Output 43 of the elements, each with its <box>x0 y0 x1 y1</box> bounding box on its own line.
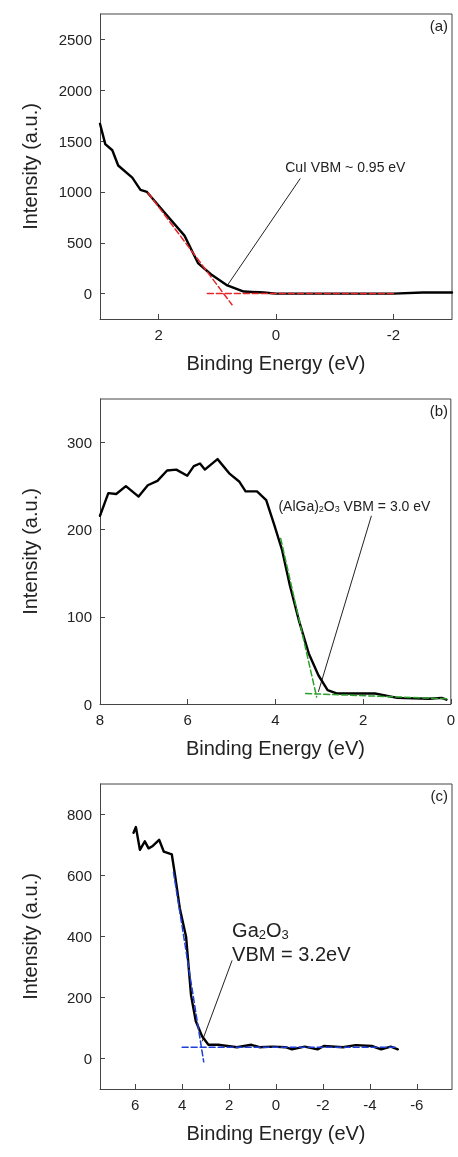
y-tick-label: 600 <box>66 867 92 884</box>
line-series <box>98 457 448 701</box>
x-tick-label: 0 <box>446 711 455 728</box>
y-tick-label: 1500 <box>58 132 92 150</box>
x-tick-label: 2 <box>154 326 163 343</box>
x-tick-label: 6 <box>131 1096 140 1113</box>
y-tick-label: 0 <box>83 695 92 713</box>
x-tick-label: 2 <box>358 711 368 728</box>
x-tick-label: -2 <box>316 1096 330 1113</box>
x-tick-label: 8 <box>95 711 105 728</box>
line-series <box>132 825 399 1051</box>
y-tick-label: 1000 <box>58 183 92 201</box>
x-tick-label: 6 <box>183 711 192 728</box>
y-tick-label: 200 <box>66 989 92 1006</box>
y-tick-label: 0 <box>83 1050 92 1067</box>
y-axis-title: Intensity (a.u.) <box>19 873 41 1000</box>
y-tick-label: 800 <box>66 806 92 823</box>
y-tick-label: 300 <box>66 434 92 452</box>
x-tick-label: 0 <box>271 1096 281 1113</box>
y-tick-label: 500 <box>66 234 92 252</box>
y-tick-label: 2500 <box>58 30 92 48</box>
x-axis-title: Binding Energy (eV) <box>186 1122 366 1144</box>
x-tick-label: -6 <box>410 1096 424 1113</box>
y-axis-title: Intensity (a.u.) <box>19 488 41 615</box>
x-tick-label: 0 <box>271 326 281 343</box>
annotation: CuI VBM ~ 0.95 eV <box>285 159 407 176</box>
x-tick-label: 2 <box>224 1096 234 1113</box>
annotation: (b) <box>429 402 449 419</box>
x-tick-label: 4 <box>177 1096 187 1113</box>
line-series <box>98 122 454 295</box>
x-tick-label: -4 <box>363 1096 377 1113</box>
x-axis-title: Binding Energy (eV) <box>185 737 365 759</box>
x-tick-label: 4 <box>271 711 280 728</box>
x-tick-label: -2 <box>386 326 401 343</box>
y-tick-label: 100 <box>66 608 92 626</box>
y-tick-label: 400 <box>66 928 92 945</box>
y-axis-title: Intensity (a.u.) <box>19 103 41 230</box>
y-tick-label: 200 <box>66 521 92 539</box>
x-axis-title: Binding Energy (eV) <box>186 352 366 374</box>
y-tick-label: 2000 <box>58 81 92 99</box>
y-tick-label: 0 <box>83 285 92 303</box>
annotation: (c) <box>430 787 449 804</box>
annotation: (a) <box>429 17 449 34</box>
